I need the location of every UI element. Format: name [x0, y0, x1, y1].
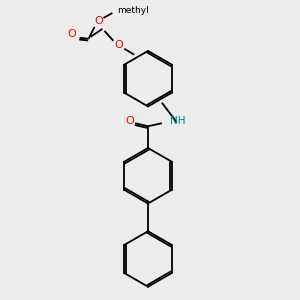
Text: NH: NH [170, 116, 185, 126]
Text: O: O [94, 16, 103, 26]
Text: methyl: methyl [117, 6, 149, 15]
Text: O: O [126, 116, 135, 126]
Text: O: O [114, 40, 123, 50]
Text: O: O [68, 29, 76, 39]
